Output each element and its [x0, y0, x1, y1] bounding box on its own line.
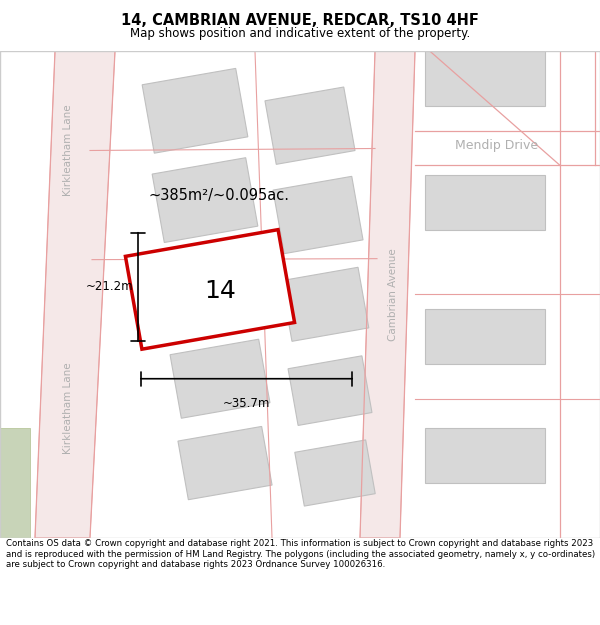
Text: ~385m²/~0.095ac.: ~385m²/~0.095ac. — [148, 188, 289, 202]
Polygon shape — [425, 175, 545, 230]
Polygon shape — [170, 339, 270, 418]
Polygon shape — [273, 176, 363, 254]
Polygon shape — [295, 440, 375, 506]
Text: ~35.7m: ~35.7m — [223, 397, 270, 409]
Polygon shape — [35, 51, 115, 538]
Polygon shape — [288, 356, 372, 426]
Polygon shape — [152, 158, 258, 242]
Text: ~21.2m: ~21.2m — [85, 281, 133, 293]
Polygon shape — [0, 428, 30, 538]
Text: Map shows position and indicative extent of the property.: Map shows position and indicative extent… — [130, 27, 470, 40]
Text: 14: 14 — [204, 279, 236, 303]
Polygon shape — [265, 87, 355, 164]
Polygon shape — [281, 268, 369, 341]
Polygon shape — [162, 247, 268, 332]
Polygon shape — [425, 428, 545, 483]
Text: Contains OS data © Crown copyright and database right 2021. This information is : Contains OS data © Crown copyright and d… — [6, 539, 595, 569]
Polygon shape — [360, 51, 415, 538]
Polygon shape — [425, 309, 545, 364]
Text: Kirkleatham Lane: Kirkleatham Lane — [63, 362, 73, 454]
Polygon shape — [142, 68, 248, 153]
Text: Cambrian Avenue: Cambrian Avenue — [388, 248, 398, 341]
Text: Mendip Drive: Mendip Drive — [455, 139, 539, 152]
Text: 14, CAMBRIAN AVENUE, REDCAR, TS10 4HF: 14, CAMBRIAN AVENUE, REDCAR, TS10 4HF — [121, 12, 479, 28]
Text: Kirkleatham Lane: Kirkleatham Lane — [63, 104, 73, 196]
Polygon shape — [125, 229, 295, 349]
Polygon shape — [178, 426, 272, 500]
Polygon shape — [425, 51, 545, 106]
